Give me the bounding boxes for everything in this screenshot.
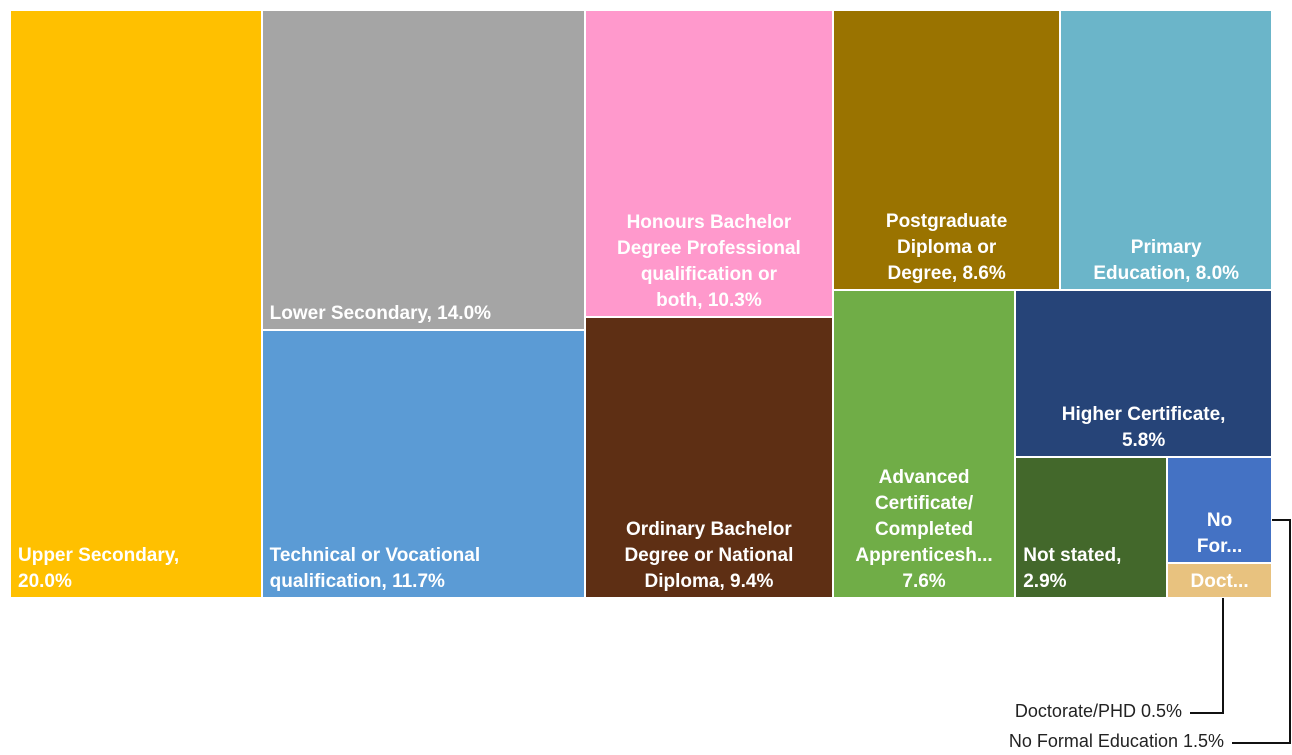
tile-label: Primary Education, 8.0% [1093,236,1240,284]
tile: Not stated, 2.9% [1015,456,1168,598]
tile: Honours Bachelor Degree Professional qua… [585,10,833,318]
tile-label: Postgraduate Diploma or Degree, 8.6% [885,210,1008,284]
tile-label: No For... [1196,509,1243,557]
tile: Advanced Certificate/ Completed Apprenti… [832,289,1016,598]
tile: Higher Certificate, 5.8% [1015,289,1272,457]
tile: Technical or Vocational qualification, 1… [261,330,585,598]
callout-line [1190,598,1224,714]
tile: Lower Secondary, 14.0% [261,10,585,331]
tile: Doct... [1167,562,1272,598]
tile: No For... [1167,456,1272,563]
annotation: Doctorate/PHD 0.5% [1014,701,1182,721]
tile: Ordinary Bachelor Degree or National Dip… [585,317,833,598]
tile-label: Not stated, 2.9% [1023,544,1122,592]
tile-label: Technical or Vocational qualification, 1… [269,544,481,592]
tile: Primary Education, 8.0% [1060,10,1272,290]
tile-label: Doct... [1190,570,1249,592]
annotation: No Formal Education 1.5% [1008,731,1224,751]
tile: Upper Secondary, 20.0% [10,10,262,598]
tile-label: Honours Bachelor Degree Professional qua… [617,212,801,312]
tile-label: Ordinary Bachelor Degree or National Dip… [624,518,794,592]
callout-line [1232,519,1291,744]
tile-label: Lower Secondary, 14.0% [269,303,492,325]
tile-label: Upper Secondary, 20.0% [18,545,180,592]
tile-label: Higher Certificate, 5.8% [1061,403,1226,451]
tile: Postgraduate Diploma or Degree, 8.6% [832,10,1061,290]
tile-label: Advanced Certificate/ Completed Apprenti… [855,466,993,592]
